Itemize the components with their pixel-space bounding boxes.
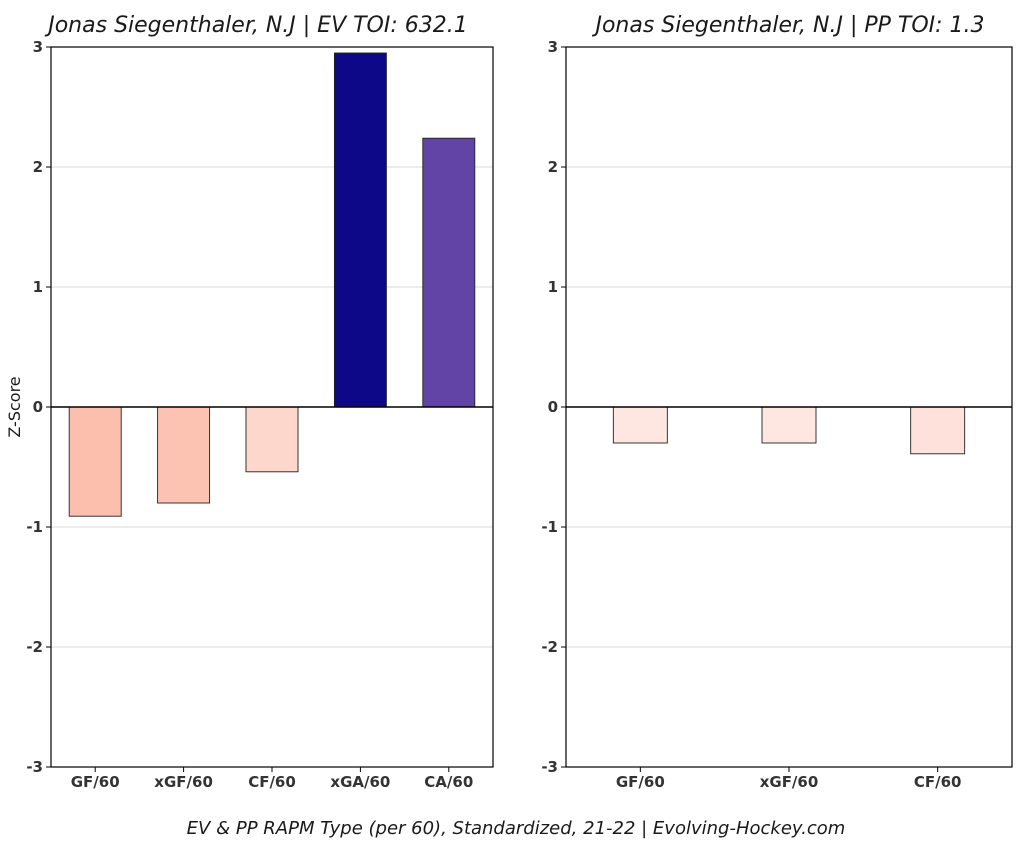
x-tick-label: xGF/60 [154, 773, 213, 791]
x-tick-label: GF/60 [71, 773, 120, 791]
chart-title: Jonas Siegenthaler, N.J | EV TOI: 632.1 [44, 13, 468, 38]
x-tick-label: GF/60 [616, 773, 665, 791]
x-tick-label: CA/60 [424, 773, 473, 791]
x-tick-label: xGF/60 [760, 773, 819, 791]
bar-cf-per-60 [245, 406, 299, 473]
x-tick-label: CF/60 [248, 773, 296, 791]
bar-gf-per-60 [612, 406, 668, 444]
bar-xgf-per-60 [761, 406, 817, 444]
y-tick-label: -2 [541, 638, 558, 656]
x-tick-label: CF/60 [914, 773, 962, 791]
y-tick-label: 3 [33, 38, 43, 56]
y-tick-label: 2 [33, 158, 43, 176]
plot-frame [50, 46, 494, 768]
ev-chart: Jonas Siegenthaler, N.J | EV TOI: 632.13… [5, 13, 494, 791]
y-axis-label: Z-Score [5, 376, 24, 437]
y-tick-label: 1 [33, 278, 43, 296]
y-tick-label: 3 [548, 38, 558, 56]
y-tick-label: 0 [548, 398, 558, 416]
pp-chart: Jonas Siegenthaler, N.J | PP TOI: 1.3 3 2 1… [541, 13, 1013, 791]
bar-gf-per-60 [68, 406, 122, 517]
y-tick-label: -3 [26, 758, 43, 776]
bar-ca-per-60 [422, 137, 476, 408]
y-tick-label: 0 [33, 398, 43, 416]
bar-xgf-per-60 [157, 406, 211, 504]
y-tick-label: -1 [26, 518, 43, 536]
x-tick-label: xGA/60 [330, 773, 390, 791]
bar-cf-per-60 [910, 406, 966, 455]
plot-frame [565, 46, 1013, 768]
y-tick-label: -1 [541, 518, 558, 536]
y-tick-label: -3 [541, 758, 558, 776]
figure-footer: EV & PP RAPM Type (per 60), Standardized… [187, 818, 846, 839]
y-tick-label: 1 [548, 278, 558, 296]
y-tick-label: -2 [26, 638, 43, 656]
bar-xga-per-60 [333, 52, 387, 408]
y-tick-label: 2 [548, 158, 558, 176]
chart-title: Jonas Siegenthaler, N.J | PP TOI: 1.3 [591, 13, 984, 38]
